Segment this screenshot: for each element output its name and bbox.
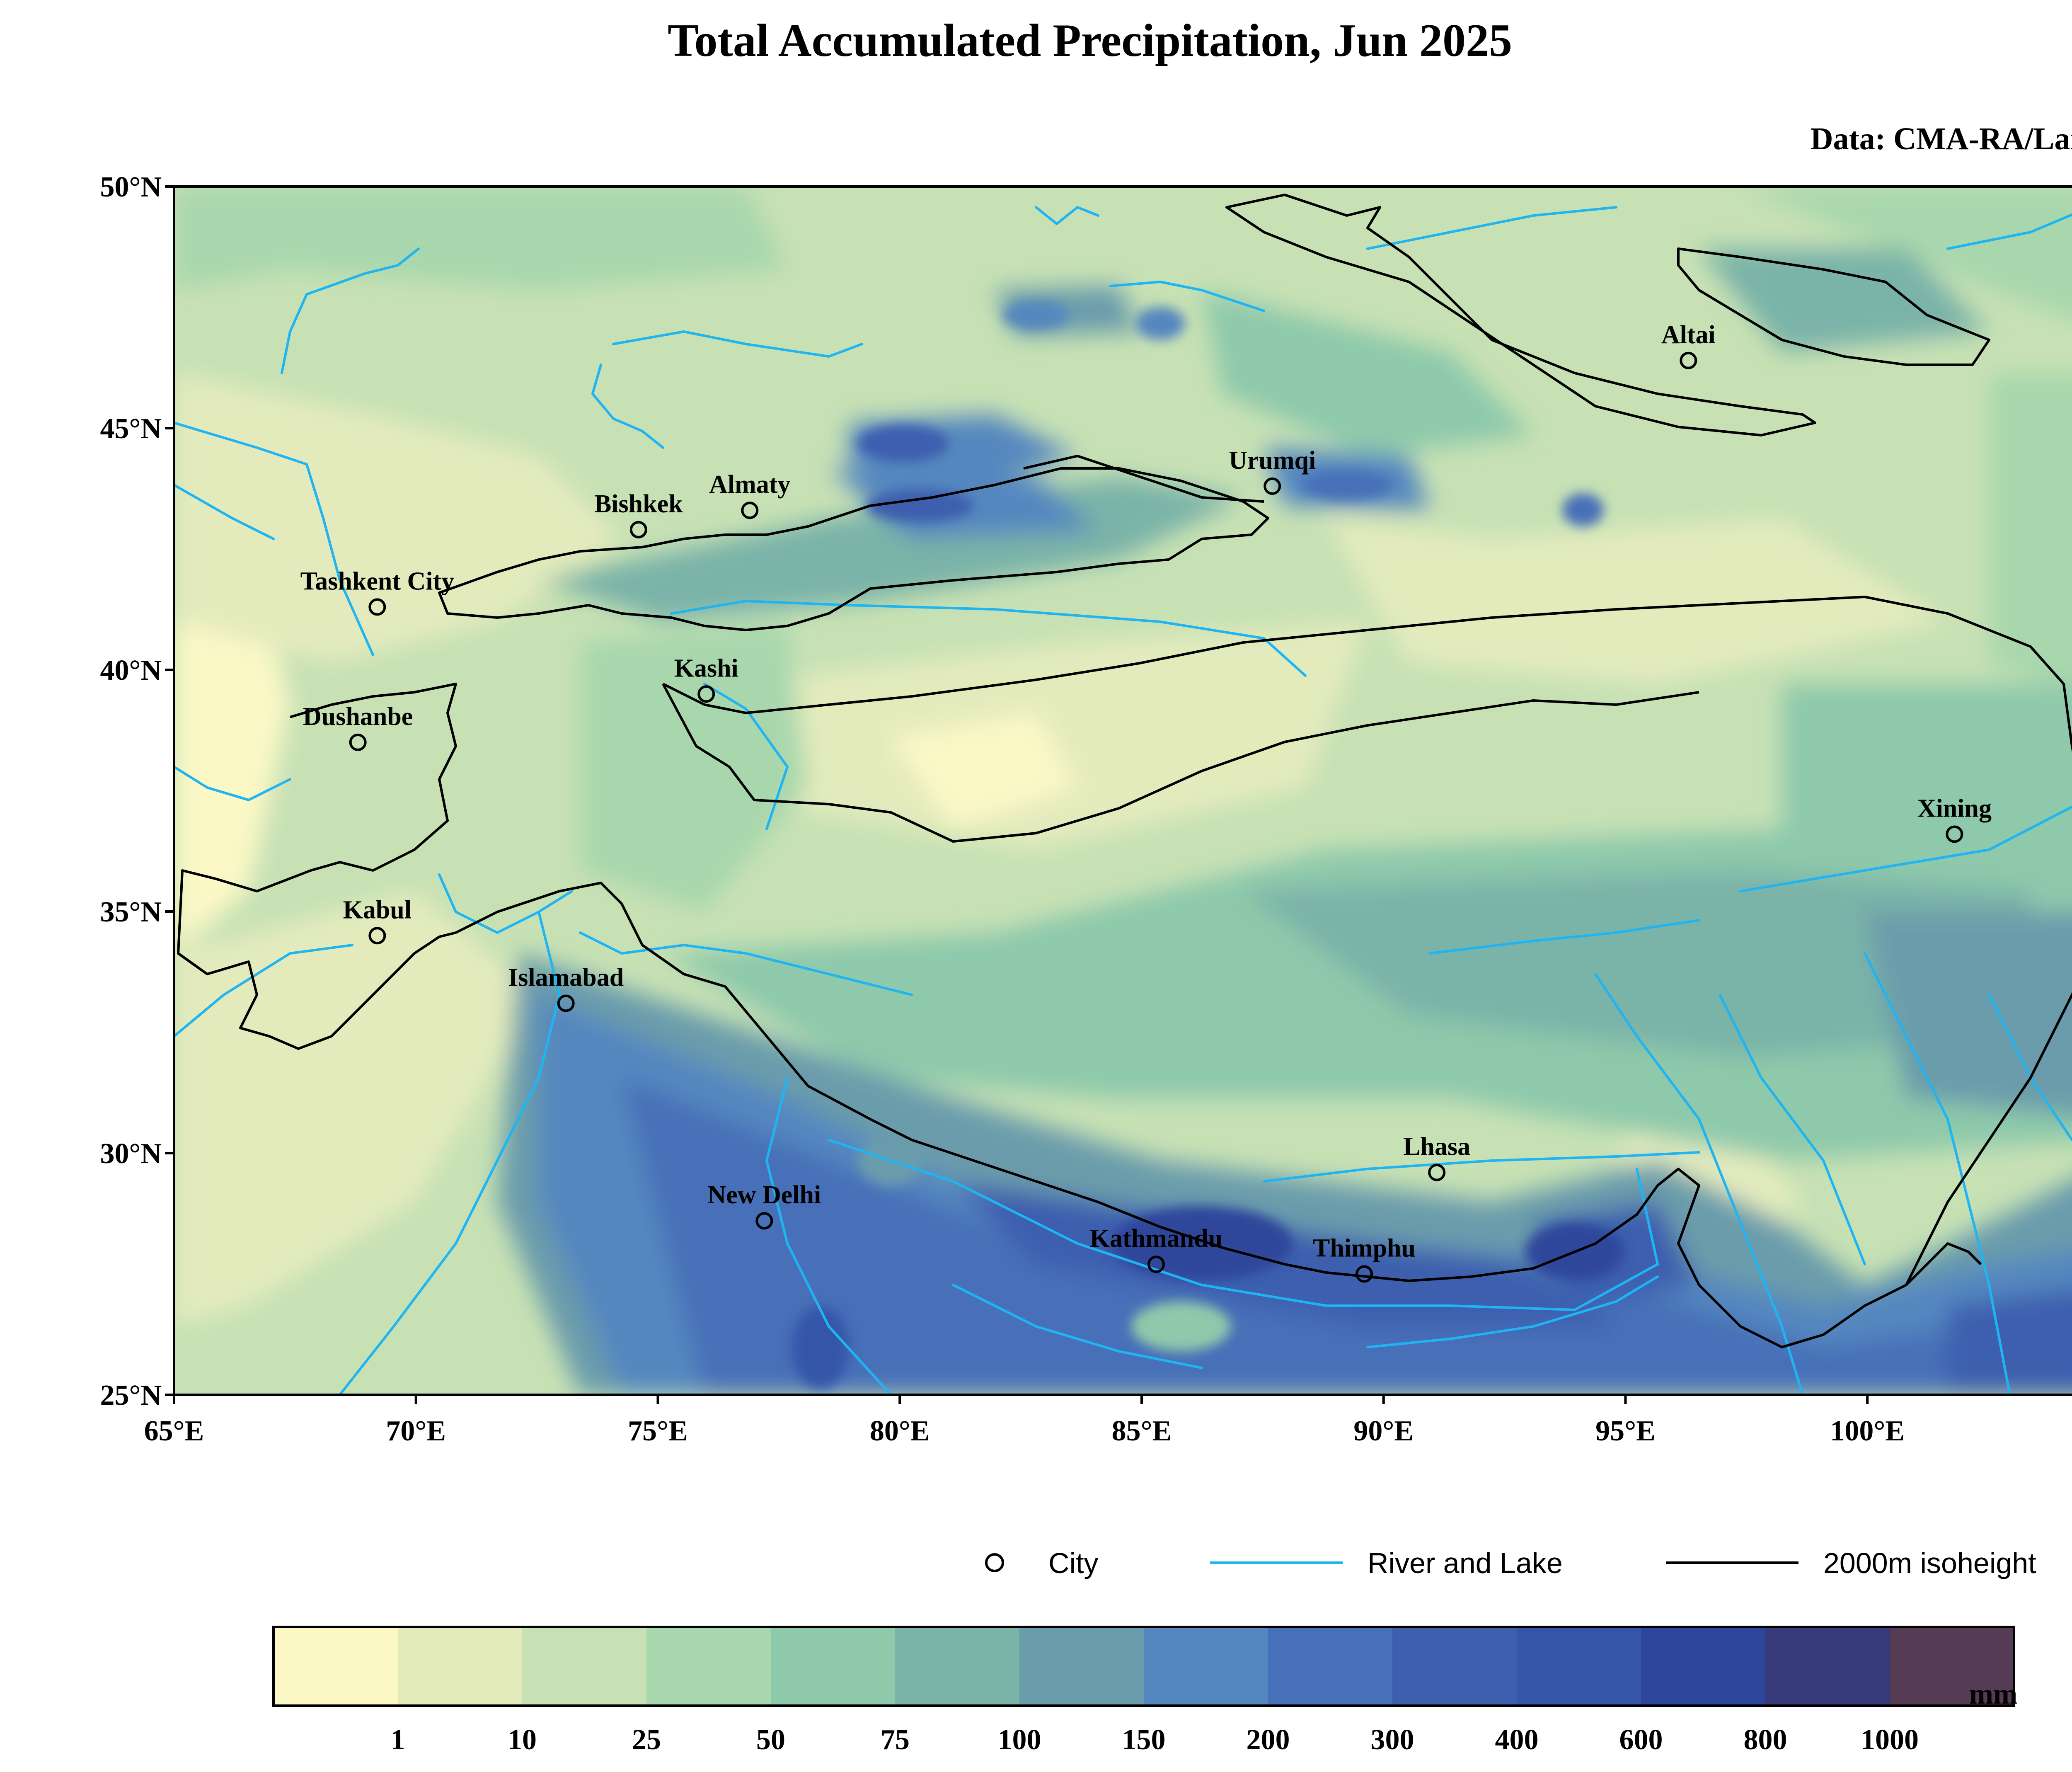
lon-tick-label: 70°E (386, 1415, 446, 1447)
colorbar-swatch (771, 1627, 896, 1706)
colorbar-label: 100 (998, 1724, 1041, 1756)
lat-tick-label: 45°N (100, 413, 162, 445)
colorbar-swatch (1517, 1627, 1641, 1706)
lon-tick-label: 80°E (870, 1415, 930, 1447)
city-marker (1680, 351, 1697, 369)
colorbar-swatch (1765, 1627, 1890, 1706)
colorbar-swatch (1144, 1627, 1268, 1706)
river-legend-label: River and Lake (1368, 1547, 1563, 1579)
city-label: Islamabad (508, 964, 624, 992)
city-marker (557, 994, 575, 1012)
city-label: Urumqi (1229, 446, 1316, 475)
lon-tick-label: 75°E (628, 1415, 688, 1447)
colorbar-swatch (1019, 1627, 1144, 1706)
lat-tick-label: 40°N (100, 655, 162, 686)
lon-tick-label: 95°E (1595, 1415, 1656, 1447)
city-label: Bishkek (594, 490, 683, 518)
lon-tick-label: 65°E (144, 1415, 204, 1447)
city-legend-label: City (1048, 1547, 1099, 1579)
map-legend: City River and Lake 2000m isoheight (985, 1547, 2036, 1579)
colorbar-swatch (1641, 1627, 1766, 1706)
colorbar-swatch (1268, 1627, 1393, 1706)
city-label: Thimphu (1313, 1234, 1416, 1263)
colorbar-swatch (398, 1627, 523, 1706)
lat-tick-label: 30°N (100, 1138, 162, 1170)
precipitation-field: Altai Urumqi Almaty Bishkek Tashkent City Kas… (174, 187, 2072, 1395)
colorbar-label: 10 (508, 1724, 537, 1756)
isoheight-2000m (177, 194, 2072, 1348)
colorbar-label: 300 (1371, 1724, 1414, 1756)
lat-tick-label: 50°N (100, 171, 162, 203)
colorbar-swatch (646, 1627, 771, 1706)
colorbar-label: 1 (391, 1724, 405, 1756)
data-source-label: Data: CMA-RA/Land (1811, 121, 2072, 156)
lat-tick-label: 25°N (100, 1379, 162, 1411)
city-marker (1147, 1256, 1165, 1273)
colorbar-label: 800 (1744, 1724, 1787, 1756)
map-title: Total Accumulated Precipitation, Jun 202… (668, 15, 1512, 66)
city-label: Lhasa (1403, 1133, 1470, 1161)
lon-tick-label: 85°E (1112, 1415, 1172, 1447)
colorbar-label: 75 (881, 1724, 910, 1756)
colorbar-label: 600 (1619, 1724, 1663, 1756)
city-label: Kathmandu (1090, 1224, 1222, 1253)
city-marker (368, 598, 386, 616)
city-marker (1356, 1265, 1373, 1283)
city-label: Almaty (709, 470, 790, 499)
city-label: New Delhi (707, 1181, 821, 1209)
city-marker (697, 685, 715, 703)
city-label: Kashi (674, 654, 738, 682)
city-label: Dushanbe (303, 703, 413, 731)
city-label: Xining (1917, 794, 1992, 822)
colorbar-label: 150 (1122, 1724, 1166, 1756)
colorbar-swatch (1890, 1627, 2014, 1706)
lon-tick-label: 90°E (1353, 1415, 1414, 1447)
city-marker (741, 502, 759, 519)
colorbar-label: 1000 (1861, 1724, 1919, 1756)
city-legend-marker (985, 1553, 1004, 1572)
city-marker (1264, 477, 1281, 495)
colorbar-swatch (1392, 1627, 1517, 1706)
colorbar-label: 200 (1247, 1724, 1290, 1756)
city-marker (1946, 825, 1963, 843)
lon-tick-label: 100°E (1830, 1415, 1905, 1447)
city-label: Altai (1661, 321, 1716, 349)
colorbar-frame (272, 1626, 2015, 1707)
isoheight-legend-label: 2000m isoheight (1823, 1547, 2036, 1579)
colorbar-unit: mm (1969, 1678, 2018, 1710)
city-marker (349, 733, 367, 751)
colorbar: 1 10 25 50 75 100 150 200 300 400 600 800 1000 (272, 1626, 2015, 1756)
city-label: Tashkent City (300, 567, 455, 595)
rivers-and-lakes (174, 206, 2072, 1395)
colorbar-swatch (522, 1627, 647, 1706)
city-marker (1428, 1164, 1446, 1181)
lat-tick-label: 35°N (100, 896, 162, 928)
colorbar-label: 400 (1495, 1724, 1539, 1756)
city-markers: Altai Urumqi Almaty Bishkek Tashkent City Kas… (300, 321, 1992, 1283)
colorbar-swatch (895, 1627, 1020, 1706)
map-axes: 50°N 45°N 40°N 35°N 30°N 25°N 65°E 70°E 75°E 80°E… (100, 171, 1905, 1447)
colorbar-swatch (274, 1627, 398, 1706)
colorbar-label: 50 (756, 1724, 785, 1756)
city-marker (629, 521, 647, 538)
colorbar-label: 25 (632, 1724, 661, 1756)
city-marker (755, 1212, 773, 1230)
city-marker (368, 927, 386, 945)
city-label: Kabul (343, 896, 411, 924)
